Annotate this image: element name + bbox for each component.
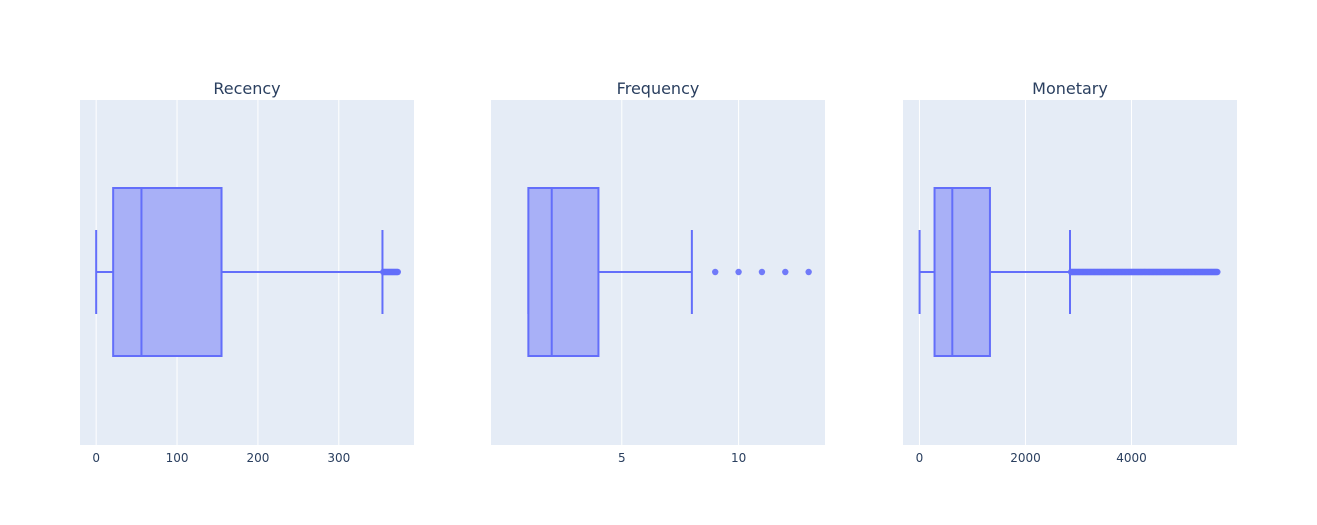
outlier-point [394,268,402,276]
outlier-point [735,268,742,276]
tick-label: 4000 [1116,451,1147,465]
tick-label: 5 [618,451,626,465]
tick-label: 0 [916,451,924,465]
outlier-point [805,268,812,276]
subplot-recency: 0 100 200 300 Recency [80,79,414,465]
tick-label: 10 [731,451,746,465]
iqr-box [112,187,223,357]
tick-label: 0 [92,451,100,465]
subplot-frequency: 5 10 Frequency [491,79,825,465]
subplot-title: Monetary [1032,79,1108,98]
outlier-point [782,268,789,276]
tick-label: 100 [166,451,189,465]
outlier-point [758,268,766,276]
iqr-box [933,187,991,357]
outlier-point [712,268,719,276]
subplot-title: Frequency [617,79,700,98]
tick-label: 300 [327,451,350,465]
tick-label: 200 [246,451,269,465]
outlier-point [1214,268,1221,276]
tick-label: 2000 [1010,451,1041,465]
subplot-title: Recency [213,79,280,98]
iqr-box [527,187,600,357]
subplot-monetary: 0 2000 4000 Monetary [903,79,1237,465]
